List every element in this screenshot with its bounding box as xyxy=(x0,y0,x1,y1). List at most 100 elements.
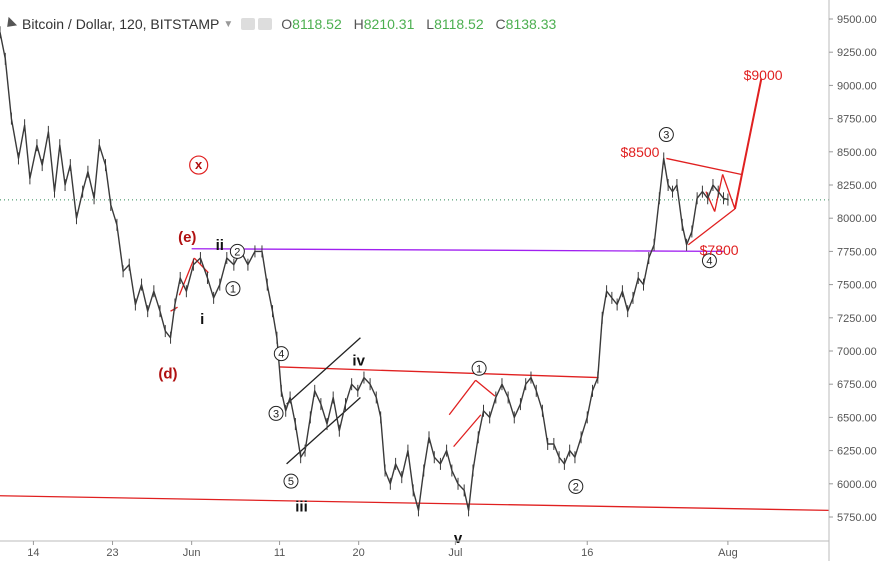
wave-text: $9000 xyxy=(744,67,783,83)
trendlines xyxy=(0,78,830,512)
x-tick-label: Jun xyxy=(183,547,201,559)
trendline xyxy=(453,414,482,448)
wave-label: ii xyxy=(216,237,224,254)
wave-text: iii xyxy=(295,498,308,515)
x-tick-label: 11 xyxy=(274,547,285,559)
y-tick-label: 7500.00 xyxy=(837,280,877,292)
y-tick-label: 6500.00 xyxy=(837,412,877,424)
low-key: L xyxy=(426,16,435,32)
wave-label: iii xyxy=(295,498,308,515)
trendline xyxy=(286,396,361,465)
wave-label: 2 xyxy=(229,243,245,259)
y-tick-label: 9000.00 xyxy=(837,80,877,92)
trendline xyxy=(191,248,724,253)
high-key: H xyxy=(353,16,364,32)
trendline xyxy=(193,257,209,274)
high-value: 8210.31 xyxy=(363,16,415,32)
wave-text: i xyxy=(200,311,204,328)
close-key: C xyxy=(495,16,506,32)
price-line xyxy=(0,32,729,512)
wave-label: $9000 xyxy=(744,67,783,83)
wave-label: iv xyxy=(352,352,365,369)
close-value: 8138.33 xyxy=(505,16,557,32)
x-tick-label: Aug xyxy=(718,547,738,559)
y-tick-label: 9500.00 xyxy=(837,14,877,26)
y-tick-label: 8750.00 xyxy=(837,114,877,126)
wave-number: 2 xyxy=(573,481,579,493)
y-tick-label: 6250.00 xyxy=(837,446,877,458)
wave-circle-red xyxy=(189,155,209,175)
wave-text: (e) xyxy=(178,229,196,246)
wave-label: 4 xyxy=(701,253,717,269)
wave-label: v xyxy=(454,530,463,547)
wave-circle xyxy=(658,127,674,143)
trendline xyxy=(666,157,742,176)
y-tick-label: 9250.00 xyxy=(837,47,877,59)
wave-label: 3 xyxy=(658,127,674,143)
open-key: O xyxy=(281,16,293,32)
open-value: 8118.52 xyxy=(292,16,342,32)
trendline xyxy=(733,78,763,210)
wave-label: 1 xyxy=(225,281,241,297)
wave-label: (e) xyxy=(178,229,196,246)
x-tick-label: 23 xyxy=(106,547,118,559)
y-tick-label: 8250.00 xyxy=(837,180,877,192)
wave-text: v xyxy=(454,530,463,547)
x-tick-label: 14 xyxy=(27,547,39,559)
trendline xyxy=(448,379,477,416)
price-series xyxy=(0,26,729,517)
trendline xyxy=(722,174,736,210)
y-tick-label: 6000.00 xyxy=(837,479,877,491)
wave-number: 1 xyxy=(230,284,236,296)
wave-circle xyxy=(471,360,487,376)
wave-circle xyxy=(283,473,299,489)
wave-label: 3 xyxy=(268,405,284,421)
symbol-title[interactable]: Bitcoin / Dollar, 120, BITSTAMP xyxy=(22,16,220,32)
y-tick-label: 8000.00 xyxy=(837,213,877,225)
wave-label: $8500 xyxy=(621,144,660,160)
wave-text: (d) xyxy=(158,366,177,383)
wave-text: $7800 xyxy=(700,242,739,258)
wave-label: 4 xyxy=(273,346,289,362)
wave-number: 4 xyxy=(706,256,712,268)
y-tick-label: 7750.00 xyxy=(837,246,877,258)
collapse-icon[interactable] xyxy=(2,16,18,32)
y-tick-label: 7000.00 xyxy=(837,346,877,358)
eye-icon[interactable] xyxy=(241,18,256,30)
settings-icon[interactable] xyxy=(258,18,273,30)
wave-text: ii xyxy=(216,237,224,254)
wave-label: 2 xyxy=(568,478,584,494)
chart-header: Bitcoin / Dollar, 120, BITSTAMP ▼ O8118.… xyxy=(0,14,564,34)
wave-letter: x xyxy=(195,157,203,172)
wave-label: 5 xyxy=(283,473,299,489)
trendline xyxy=(279,366,599,379)
wave-text: $8500 xyxy=(621,144,660,160)
y-tick-label: 7250.00 xyxy=(837,313,877,325)
trendline xyxy=(687,208,736,246)
wave-circle xyxy=(568,478,584,494)
wave-number: 4 xyxy=(278,349,284,361)
wave-number: 1 xyxy=(476,363,482,375)
x-tick-label: Jul xyxy=(448,547,462,559)
wave-number: 3 xyxy=(273,408,279,420)
ohlc-readout: O8118.52 H8210.31 L8118.52 C8138.33 xyxy=(281,16,564,32)
wave-circle xyxy=(701,253,717,269)
low-value: 8118.52 xyxy=(434,16,484,32)
wave-label: x xyxy=(189,155,209,175)
y-tick-label: 8500.00 xyxy=(837,147,877,159)
chevron-down-icon[interactable]: ▼ xyxy=(223,18,234,30)
trendline xyxy=(0,495,830,512)
x-tick-label: 20 xyxy=(353,547,365,559)
trendline xyxy=(475,379,496,397)
wave-circle xyxy=(229,243,245,259)
wave-text: iv xyxy=(352,352,365,369)
wave-label: (d) xyxy=(158,366,177,383)
wave-number: 3 xyxy=(663,130,669,142)
trendline xyxy=(286,337,361,405)
wave-number: 2 xyxy=(234,246,240,258)
trendline xyxy=(178,257,195,296)
wave-circle xyxy=(273,346,289,362)
